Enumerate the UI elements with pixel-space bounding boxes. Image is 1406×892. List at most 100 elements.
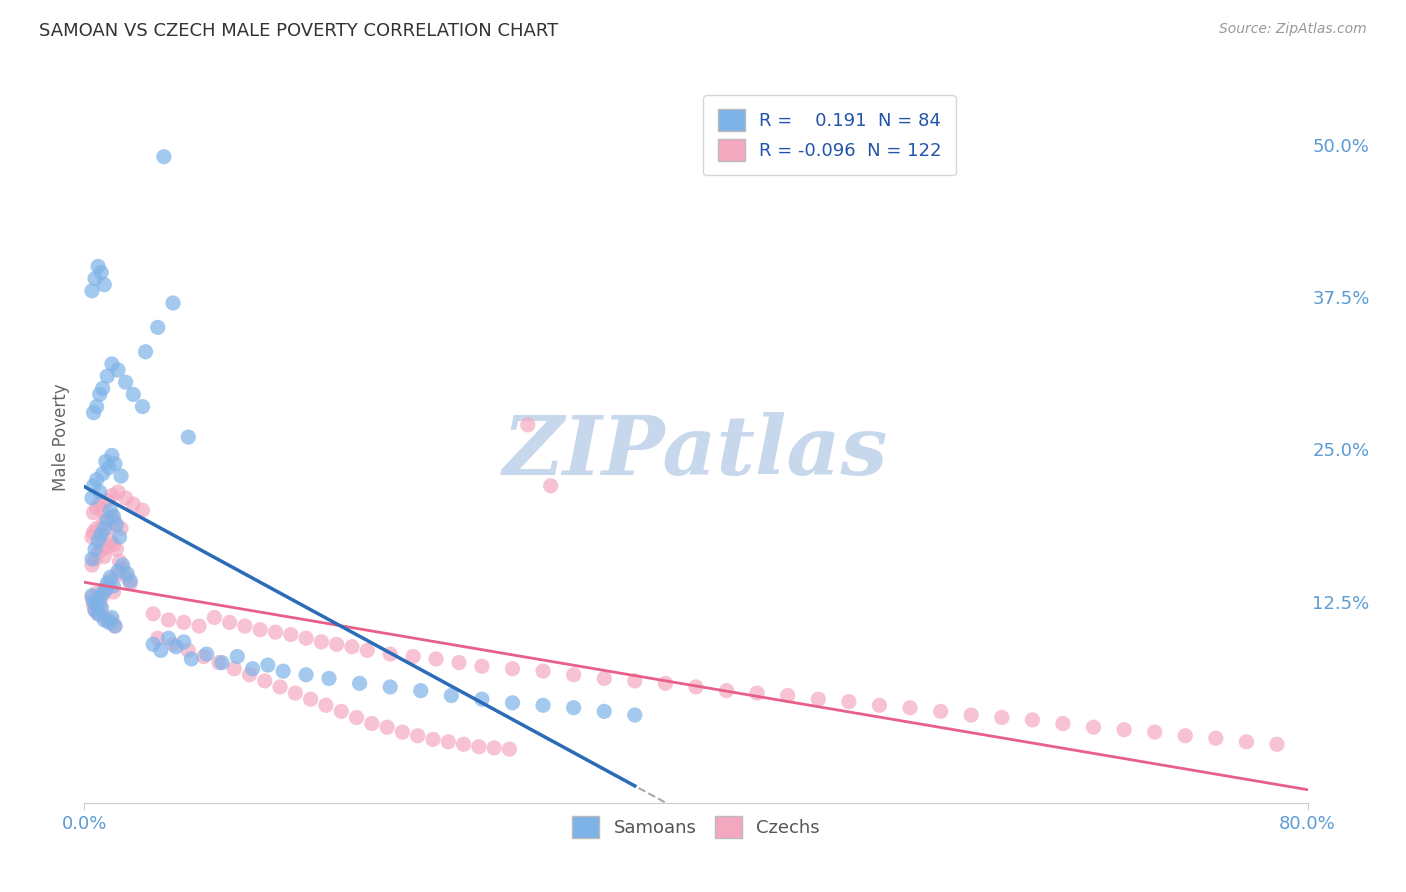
Point	[173, 635, 195, 649]
Point	[89, 594, 111, 608]
Point	[104, 619, 127, 633]
Point	[685, 680, 707, 694]
Point	[257, 658, 280, 673]
Point	[86, 599, 108, 613]
Point	[89, 485, 111, 500]
Point	[593, 705, 616, 719]
Point	[1205, 731, 1227, 746]
Point	[83, 479, 105, 493]
Point	[624, 673, 647, 688]
Point	[242, 662, 264, 676]
Point	[249, 623, 271, 637]
Point	[253, 673, 276, 688]
Point	[991, 710, 1014, 724]
Point	[284, 686, 307, 700]
Point	[80, 589, 103, 603]
Point	[425, 652, 447, 666]
Point	[86, 473, 108, 487]
Point	[94, 582, 117, 597]
Point	[1114, 723, 1136, 737]
Point	[1265, 737, 1288, 751]
Point	[233, 619, 256, 633]
Point	[83, 406, 105, 420]
Point	[165, 640, 187, 654]
Point	[101, 610, 124, 624]
Point	[471, 692, 494, 706]
Point	[360, 716, 382, 731]
Point	[93, 521, 115, 535]
Point	[157, 613, 180, 627]
Point	[84, 271, 107, 285]
Point	[468, 739, 491, 754]
Point	[87, 260, 110, 274]
Point	[562, 700, 585, 714]
Point	[83, 599, 105, 613]
Point	[482, 740, 505, 755]
Point	[93, 277, 115, 292]
Point	[91, 589, 114, 603]
Point	[115, 566, 138, 581]
Point	[89, 527, 111, 541]
Point	[101, 615, 124, 630]
Legend: Samoans, Czechs: Samoans, Czechs	[565, 808, 827, 845]
Point	[94, 454, 117, 468]
Point	[103, 579, 125, 593]
Point	[654, 676, 676, 690]
Point	[531, 664, 554, 678]
Point	[142, 607, 165, 621]
Point	[838, 695, 860, 709]
Point	[330, 705, 353, 719]
Point	[318, 672, 340, 686]
Point	[91, 467, 114, 481]
Text: Source: ZipAtlas.com: Source: ZipAtlas.com	[1219, 22, 1367, 37]
Point	[107, 566, 129, 581]
Point	[96, 540, 118, 554]
Point	[103, 585, 125, 599]
Point	[311, 635, 333, 649]
Point	[122, 387, 145, 401]
Point	[104, 516, 127, 530]
Point	[315, 698, 337, 713]
Point	[747, 686, 769, 700]
Point	[226, 649, 249, 664]
Point	[101, 448, 124, 462]
Point	[89, 497, 111, 511]
Point	[80, 491, 103, 505]
Point	[135, 344, 157, 359]
Point	[91, 381, 114, 395]
Point	[120, 576, 142, 591]
Point	[86, 586, 108, 600]
Point	[91, 503, 114, 517]
Point	[162, 296, 184, 310]
Point	[1143, 725, 1166, 739]
Point	[90, 266, 112, 280]
Point	[516, 417, 538, 432]
Point	[101, 509, 124, 524]
Point	[94, 582, 117, 597]
Point	[96, 369, 118, 384]
Point	[105, 517, 128, 532]
Point	[562, 667, 585, 681]
Point	[83, 506, 105, 520]
Point	[87, 546, 110, 560]
Point	[447, 656, 470, 670]
Point	[101, 357, 124, 371]
Point	[89, 591, 111, 605]
Point	[94, 513, 117, 527]
Point	[157, 632, 180, 646]
Point	[193, 649, 215, 664]
Y-axis label: Male Poverty: Male Poverty	[52, 384, 70, 491]
Text: ZIPatlas: ZIPatlas	[503, 412, 889, 491]
Point	[80, 552, 103, 566]
Point	[97, 520, 120, 534]
Point	[453, 737, 475, 751]
Point	[93, 610, 115, 624]
Text: SAMOAN VS CZECH MALE POVERTY CORRELATION CHART: SAMOAN VS CZECH MALE POVERTY CORRELATION…	[39, 22, 558, 40]
Point	[90, 600, 112, 615]
Point	[269, 680, 291, 694]
Point	[356, 643, 378, 657]
Point	[402, 649, 425, 664]
Point	[264, 625, 287, 640]
Point	[177, 430, 200, 444]
Point	[80, 530, 103, 544]
